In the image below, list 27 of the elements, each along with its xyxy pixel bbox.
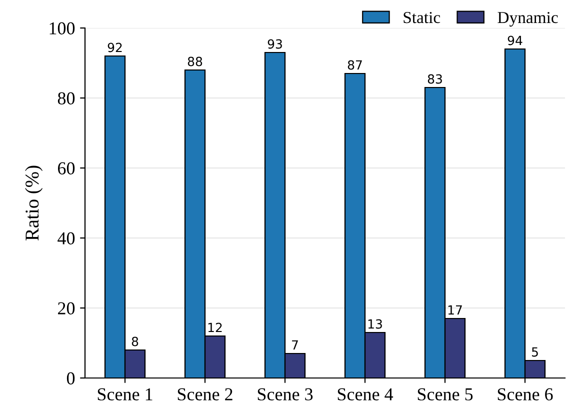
y-tick-label: 0 bbox=[66, 372, 75, 384]
y-tick-label: 40 bbox=[58, 232, 75, 244]
x-tick-label: Scene 2 bbox=[178, 388, 232, 400]
y-tick-label: 80 bbox=[58, 92, 75, 104]
legend-label: Static bbox=[404, 12, 440, 24]
legend-label: Dynamic bbox=[498, 12, 558, 27]
data-label: 83 bbox=[428, 74, 442, 84]
data-label: 92 bbox=[108, 42, 122, 52]
y-tick-label: 20 bbox=[58, 302, 75, 314]
data-label: 87 bbox=[348, 60, 362, 70]
x-tick-label: Scene 4 bbox=[338, 388, 394, 400]
data-label: 5 bbox=[532, 347, 538, 357]
y-axis-title: Ratio (%) bbox=[25, 166, 43, 241]
data-label: 17 bbox=[448, 305, 462, 315]
data-label: 12 bbox=[208, 322, 222, 332]
data-label: 93 bbox=[268, 39, 282, 49]
x-tick-label: Scene 6 bbox=[498, 388, 553, 400]
data-label: 8 bbox=[132, 336, 138, 346]
data-label: 88 bbox=[188, 56, 202, 66]
x-tick-label: Scene 5 bbox=[418, 388, 473, 400]
x-tick-label: Scene 3 bbox=[258, 388, 313, 400]
data-label: 13 bbox=[368, 319, 382, 329]
x-tick-label: Scene 1 bbox=[98, 388, 152, 400]
y-tick-label: 100 bbox=[50, 22, 75, 34]
y-tick-label: 60 bbox=[58, 162, 75, 174]
data-label: 94 bbox=[508, 36, 522, 46]
data-label: 7 bbox=[292, 340, 298, 350]
